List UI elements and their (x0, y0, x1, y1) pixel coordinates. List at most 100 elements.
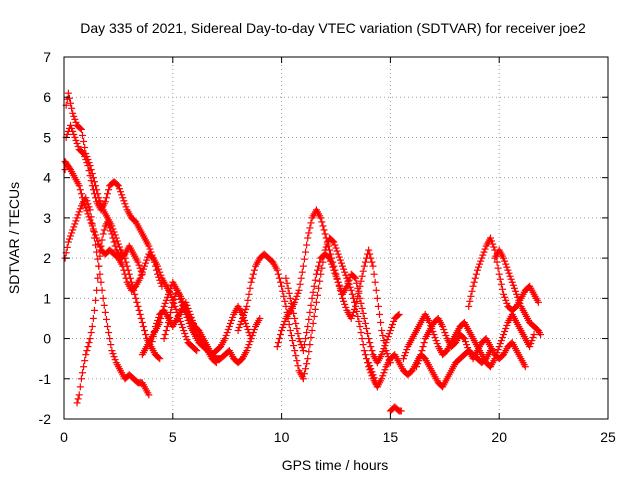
data-point (374, 302, 382, 310)
data-point (277, 331, 285, 339)
data-point (288, 304, 296, 312)
data-point (333, 275, 341, 283)
data-point (154, 270, 162, 278)
data-point (89, 186, 97, 194)
data-point (228, 316, 236, 324)
data-point (98, 236, 106, 244)
data-point (114, 182, 122, 190)
data-point (100, 226, 108, 234)
data-point (81, 153, 89, 161)
data-point (69, 127, 77, 135)
data-point (73, 139, 81, 147)
data-point (368, 347, 376, 355)
y-tick-label: -2 (39, 411, 52, 427)
data-point (81, 144, 89, 151)
data-point (71, 115, 79, 123)
data-point (90, 306, 98, 314)
data-point (470, 278, 478, 286)
data-point (90, 178, 98, 186)
data-point (508, 278, 516, 286)
data-point (329, 263, 337, 271)
data-point (226, 319, 234, 327)
data-point (291, 347, 299, 355)
data-point (378, 375, 386, 383)
data-point (105, 221, 113, 229)
data-point (472, 270, 480, 278)
data-point (394, 311, 402, 319)
data-point (494, 264, 502, 272)
data-point (84, 210, 92, 218)
data-point (160, 335, 168, 343)
data-point (80, 137, 88, 145)
data-point (376, 310, 384, 318)
data-point (380, 369, 388, 377)
data-point (377, 318, 385, 326)
data-point (286, 294, 294, 302)
data-point (154, 316, 162, 324)
data-point (96, 270, 104, 278)
data-point (273, 343, 281, 351)
data-point (92, 194, 100, 202)
data-point (82, 156, 90, 164)
data-point (293, 357, 301, 365)
data-point (211, 358, 219, 366)
data-point (299, 262, 307, 270)
data-point (372, 286, 380, 294)
data-point (360, 314, 368, 322)
data-point (325, 246, 333, 254)
data-point (67, 232, 75, 240)
data-point (67, 121, 75, 129)
data-point (212, 359, 220, 367)
data-point (367, 254, 375, 262)
data-point (316, 277, 324, 285)
data-point (366, 339, 374, 347)
data-point (358, 335, 366, 343)
data-point (328, 260, 336, 268)
data-point (97, 242, 105, 250)
data-point (304, 355, 312, 363)
data-point (118, 191, 126, 199)
data-point (353, 279, 361, 287)
y-axis-title: SDTVAR / TECUs (6, 182, 22, 294)
data-point (295, 335, 303, 343)
data-point (465, 302, 473, 310)
data-point (355, 317, 363, 325)
data-point (306, 308, 314, 316)
data-point (142, 259, 150, 267)
data-point (339, 262, 347, 270)
data-point (281, 297, 289, 305)
data-point (75, 208, 83, 216)
data-point (139, 322, 147, 330)
data-point (84, 200, 92, 208)
data-point (81, 357, 89, 365)
data-point (431, 334, 439, 342)
data-point (501, 257, 509, 265)
data-point (69, 226, 77, 234)
data-point (244, 296, 252, 304)
series-trace-15 (465, 234, 542, 314)
data-point (193, 347, 201, 355)
data-point (122, 274, 130, 282)
data-point (507, 275, 515, 283)
data-point (327, 257, 335, 265)
data-point (361, 258, 369, 266)
data-point (379, 348, 387, 356)
data-point (241, 308, 249, 316)
series-trace-5 (73, 218, 146, 407)
data-point (250, 326, 258, 334)
data-point (534, 298, 542, 306)
data-point (299, 347, 307, 355)
data-point (243, 347, 251, 355)
data-point (121, 200, 129, 208)
data-point (380, 345, 388, 353)
data-point (495, 270, 503, 278)
data-point (72, 118, 80, 126)
data-point (296, 338, 304, 346)
data-point (75, 391, 83, 399)
data-point (183, 301, 191, 309)
data-point (136, 274, 144, 282)
data-point (378, 351, 386, 359)
data-point (477, 257, 485, 265)
data-point (63, 130, 71, 138)
data-point (498, 334, 506, 342)
